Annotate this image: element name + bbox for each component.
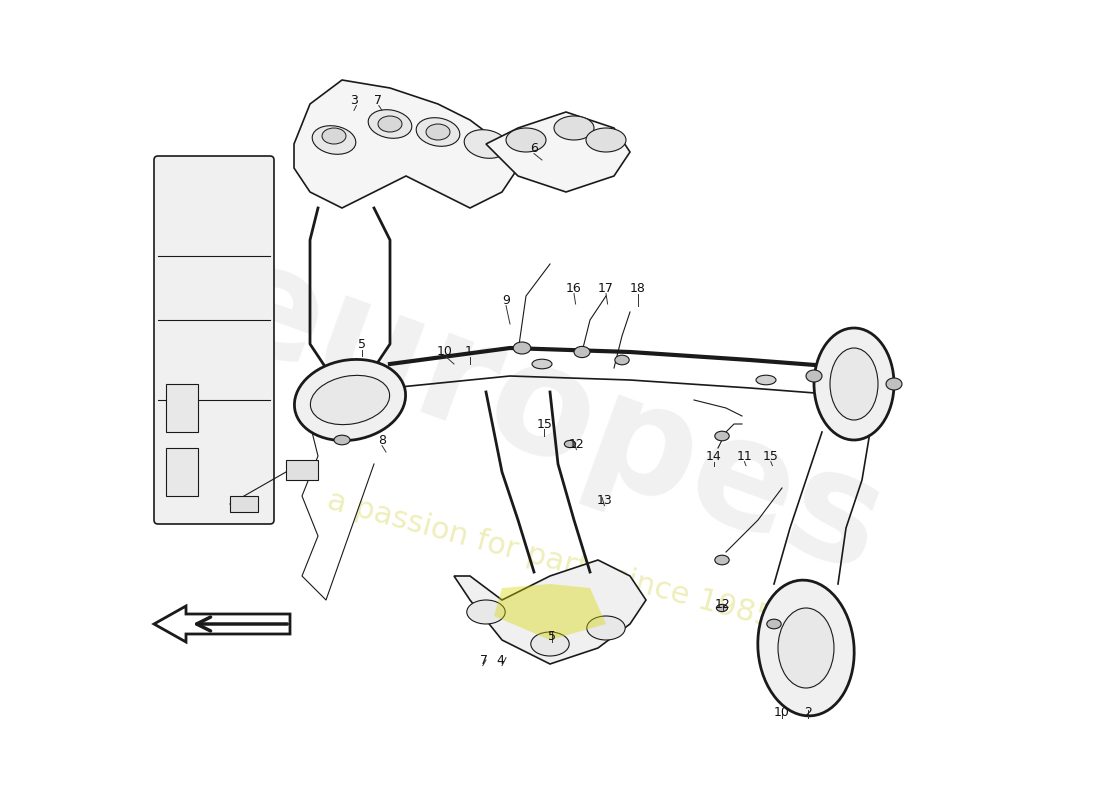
Text: 6: 6 (530, 142, 538, 154)
Text: 15: 15 (537, 418, 552, 430)
Polygon shape (494, 584, 606, 640)
Ellipse shape (574, 346, 590, 358)
Polygon shape (486, 112, 630, 192)
Text: 10: 10 (774, 706, 790, 718)
Bar (166, 384, 198, 432)
Ellipse shape (806, 370, 822, 382)
Ellipse shape (716, 605, 727, 611)
Ellipse shape (334, 435, 350, 445)
Ellipse shape (295, 359, 406, 441)
Text: 3: 3 (350, 94, 358, 106)
Ellipse shape (310, 375, 389, 425)
Polygon shape (454, 560, 646, 664)
Text: 1: 1 (464, 346, 472, 358)
Ellipse shape (615, 355, 629, 365)
Bar (230, 496, 258, 512)
Ellipse shape (368, 110, 411, 138)
Text: a passion for parts since 1985: a passion for parts since 1985 (323, 486, 777, 634)
Ellipse shape (886, 378, 902, 390)
Ellipse shape (564, 440, 575, 448)
Text: europes: europes (197, 227, 903, 605)
Ellipse shape (426, 124, 450, 140)
Ellipse shape (814, 328, 894, 440)
Text: 7: 7 (481, 654, 488, 666)
Bar (166, 448, 198, 496)
Text: 8: 8 (378, 434, 386, 446)
Ellipse shape (378, 116, 402, 132)
Ellipse shape (322, 128, 346, 144)
Text: 4: 4 (496, 654, 504, 666)
Text: 14: 14 (706, 450, 722, 462)
Ellipse shape (778, 608, 834, 688)
Text: 11: 11 (737, 450, 752, 462)
Ellipse shape (416, 118, 460, 146)
Text: 17: 17 (598, 282, 614, 294)
Ellipse shape (756, 375, 775, 385)
Ellipse shape (586, 616, 625, 640)
Ellipse shape (758, 580, 855, 716)
Ellipse shape (531, 632, 569, 656)
Ellipse shape (715, 431, 729, 441)
Ellipse shape (830, 348, 878, 420)
Bar (286, 460, 318, 480)
Text: 2: 2 (804, 706, 812, 718)
Polygon shape (294, 80, 518, 208)
Text: 7: 7 (374, 94, 382, 106)
Text: 12: 12 (715, 598, 730, 610)
Text: 13: 13 (596, 494, 613, 506)
Ellipse shape (506, 128, 546, 152)
Text: 9: 9 (502, 294, 510, 306)
Text: 5: 5 (548, 630, 556, 642)
Ellipse shape (514, 342, 531, 354)
Ellipse shape (586, 128, 626, 152)
Text: 15: 15 (763, 450, 779, 462)
Ellipse shape (715, 555, 729, 565)
Ellipse shape (466, 600, 505, 624)
Ellipse shape (464, 130, 508, 158)
Ellipse shape (767, 619, 781, 629)
Text: 12: 12 (569, 438, 584, 450)
Ellipse shape (532, 359, 552, 369)
Text: 10: 10 (437, 346, 452, 358)
Text: 18: 18 (630, 282, 646, 294)
Text: 5: 5 (358, 338, 366, 350)
Ellipse shape (554, 116, 594, 140)
Text: 16: 16 (566, 282, 582, 294)
Ellipse shape (312, 126, 355, 154)
FancyBboxPatch shape (154, 156, 274, 524)
